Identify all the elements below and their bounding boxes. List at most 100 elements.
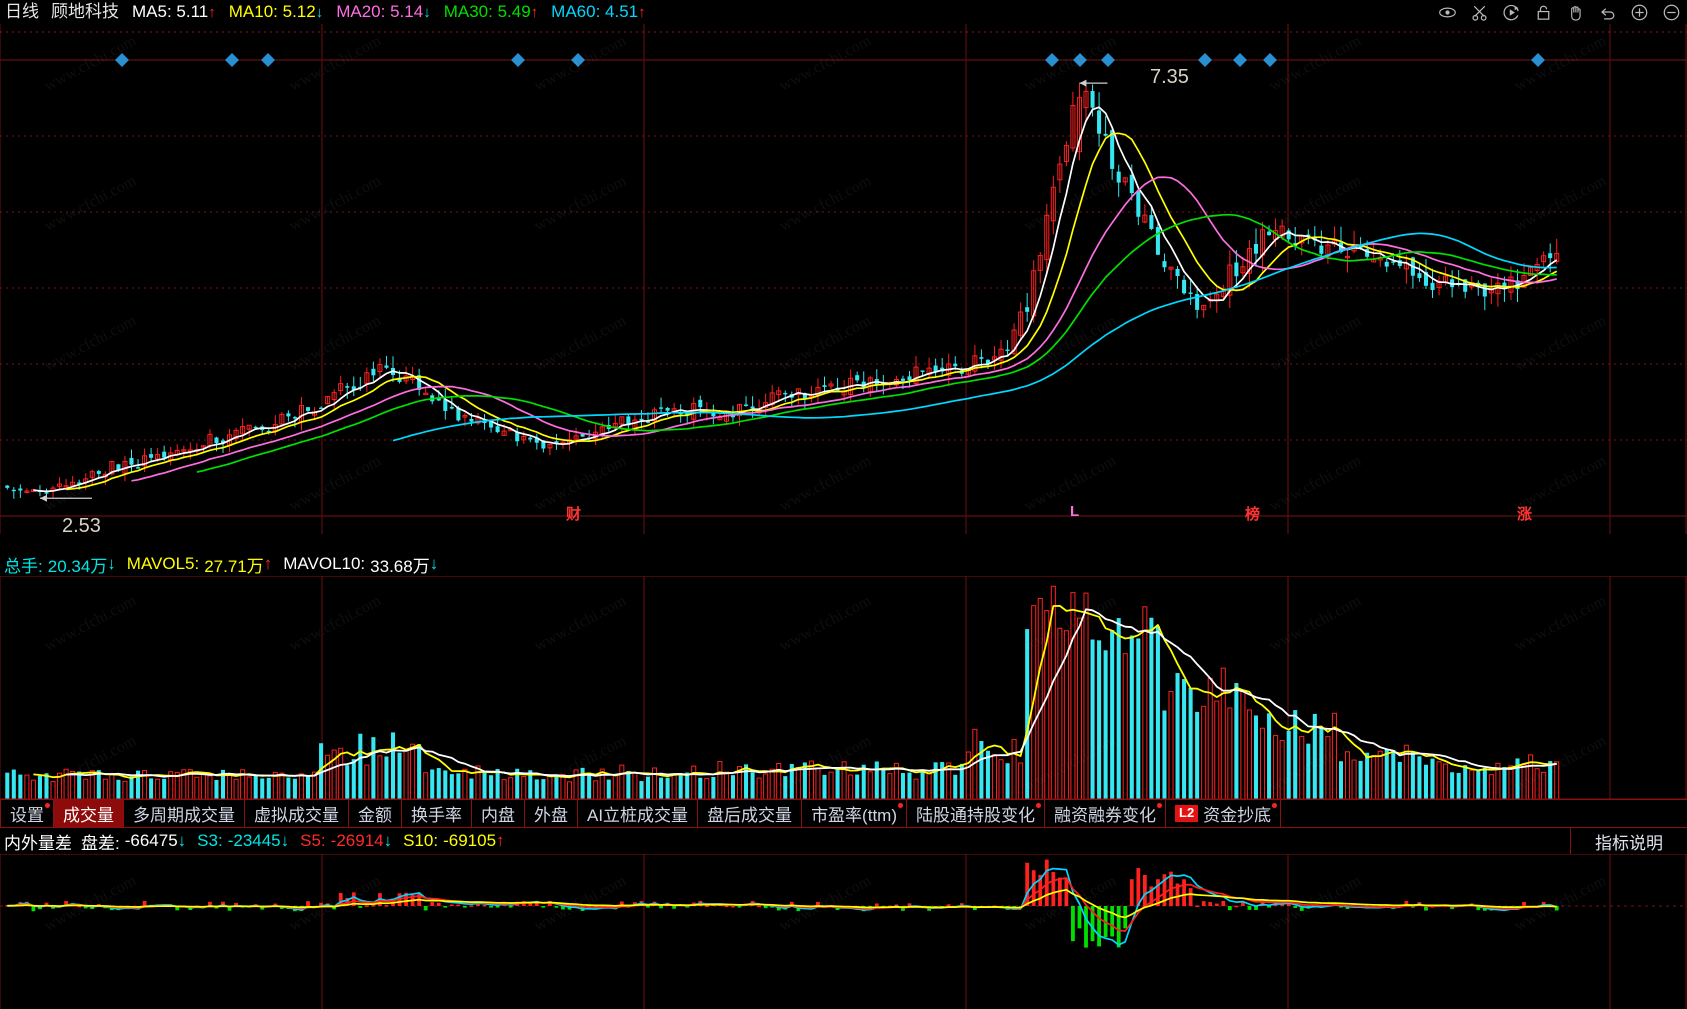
ma60-readout: MA60: 4.51↑	[538, 2, 645, 22]
toolbar-button-label: 成交量	[63, 806, 114, 825]
new-indicator-dot	[45, 803, 50, 808]
s5-arrow: ↓	[383, 831, 393, 850]
toolbar-button-label: 外盘	[534, 806, 568, 825]
mavol10-arrow: ↓	[429, 554, 439, 573]
indicator-chart-canvas[interactable]	[0, 854, 1687, 1009]
ma5-value: 5.11	[176, 2, 209, 21]
toolbar-button-label: AI立桩成交量	[587, 806, 689, 825]
ma5-label: MA5:	[132, 2, 172, 21]
pancha-value: -66475	[124, 831, 178, 850]
s10-label: S10:	[403, 831, 439, 850]
lock-icon[interactable]	[1534, 3, 1553, 22]
new-indicator-dot	[1157, 803, 1162, 808]
toolbar-button-13[interactable]: L2 资金抄底	[1166, 800, 1282, 827]
indicator-name-label: 内外量差	[4, 833, 72, 853]
toolbar-button-label: 资金抄底	[1203, 806, 1272, 825]
toolbar-button-6[interactable]: 内盘	[472, 800, 525, 827]
s10-arrow: ↑	[496, 831, 505, 850]
toolbar-button-9[interactable]: 盘后成交量	[698, 800, 803, 827]
ma10-readout: MA10: 5.12↓	[216, 2, 323, 22]
indicator-toolbar[interactable]: 设置 成交量 多周期成交量 虚拟成交量 金额 换手率 内盘 外盘 AI立桩成交量 盘后成交量 市盈率…	[0, 799, 1687, 828]
toolbar-button-7[interactable]: 外盘	[525, 800, 578, 827]
ma20-arrow: ↓	[423, 4, 431, 21]
toolbar-button-label: 盘后成交量	[707, 806, 793, 825]
ma5-arrow: ↑	[208, 4, 216, 21]
price-chart-panel[interactable]: 7.35 2.53 财 L 榜 涨	[0, 24, 1687, 537]
mavol10-value: 33.68万	[370, 556, 430, 576]
toolbar-button-12[interactable]: 融资融券变化	[1045, 800, 1166, 827]
new-indicator-dot	[1272, 803, 1278, 808]
hand-icon[interactable]	[1566, 3, 1585, 22]
ma10-value: 5.12	[282, 2, 316, 21]
plus-circle-icon[interactable]	[1630, 3, 1649, 22]
high-price-label: 7.35	[1150, 66, 1189, 88]
toolbar-button-label: 换手率	[411, 806, 462, 825]
ma30-value: 5.49	[497, 2, 531, 21]
toolbar-button-label: 金额	[358, 806, 392, 825]
toolbar-button-label: 市盈率(ttm)	[811, 806, 897, 825]
period-label[interactable]: 日线	[5, 2, 39, 21]
undo-icon[interactable]	[1598, 3, 1617, 22]
play-circle-icon[interactable]	[1502, 3, 1521, 22]
header-icon-group	[1438, 0, 1681, 24]
s3-value: -23445	[227, 831, 281, 850]
marker-zhang[interactable]: 涨	[1517, 506, 1533, 523]
pancha-arrow: ↓	[177, 831, 187, 850]
toolbar-button-11[interactable]: 陆股通持股变化	[907, 800, 1045, 827]
eye-icon[interactable]	[1438, 3, 1457, 22]
ma30-readout: MA30: 5.49↑	[431, 2, 538, 22]
price-chart-canvas[interactable]	[0, 24, 1687, 534]
stock-name-label[interactable]: 顾地科技	[51, 2, 119, 21]
new-indicator-dot	[898, 803, 903, 808]
l2-badge: L2	[1175, 805, 1199, 822]
volume-total-value: 20.34万	[47, 556, 108, 576]
indicator-description-button[interactable]: 指标说明	[1570, 828, 1687, 854]
ma60-label: MA60:	[551, 2, 601, 21]
mavol5-arrow: ↑	[263, 554, 273, 573]
volume-total-arrow: ↓	[107, 554, 116, 573]
toolbar-button-0[interactable]: 设置	[0, 800, 54, 827]
ma60-value: 4.51	[605, 2, 639, 21]
ma20-label: MA20:	[336, 2, 386, 21]
s3-arrow: ↓	[280, 831, 290, 850]
indicator-header: 内外量差 盘差: -66475 ↓ S3: -23445 ↓ S5: -26914 ↓…	[0, 828, 505, 854]
ma10-arrow: ↓	[315, 4, 324, 21]
toolbar-button-label: 设置	[10, 806, 44, 825]
toolbar-button-label: 虚拟成交量	[254, 806, 339, 825]
toolbar-button-3[interactable]: 虚拟成交量	[245, 800, 349, 827]
marker-l[interactable]: L	[1070, 503, 1080, 520]
toolbar-button-label: 多周期成交量	[133, 806, 235, 825]
volume-chart-canvas[interactable]	[0, 576, 1687, 823]
scissors-icon[interactable]	[1470, 3, 1489, 22]
volume-header: 总手: 20.34万 ↓ MAVOL5: 27.71万 ↑ MAVOL10: 33.…	[0, 552, 438, 576]
marker-bang[interactable]: 榜	[1245, 506, 1261, 523]
minus-circle-icon[interactable]	[1662, 3, 1681, 22]
s5-label: S5:	[300, 831, 326, 850]
chart-header-bar: 日线 顾地科技 MA5: 5.11↑ MA10: 5.12↓ MA20: 5.1…	[0, 0, 1687, 24]
toolbar-button-1[interactable]: 成交量	[54, 800, 124, 827]
toolbar-button-2[interactable]: 多周期成交量	[124, 800, 245, 827]
toolbar-button-10[interactable]: 市盈率(ttm)	[802, 800, 907, 827]
ma20-readout: MA20: 5.14↓	[323, 2, 430, 22]
toolbar-button-label: 陆股通持股变化	[916, 806, 1035, 825]
toolbar-button-label: 融资融券变化	[1054, 806, 1156, 825]
mavol10-label: MAVOL10:	[283, 554, 366, 573]
marker-cai[interactable]: 财	[566, 506, 582, 523]
ma5-readout: MA5: 5.11↑	[119, 2, 216, 22]
ma30-label: MA30:	[443, 2, 493, 21]
volume-total-label: 总手:	[4, 556, 43, 576]
indicator-chart-panel[interactable]: 内外量差 盘差: -66475 ↓ S3: -23445 ↓ S5: -26914 ↓…	[0, 828, 1687, 1009]
new-indicator-dot	[1036, 803, 1041, 808]
toolbar-empty-space	[1281, 800, 1687, 827]
toolbar-button-4[interactable]: 金额	[349, 800, 402, 827]
mavol5-label: MAVOL5:	[126, 554, 200, 573]
s10-value: -69105	[443, 831, 497, 850]
mavol5-value: 27.71万	[204, 556, 264, 576]
s3-label: S3:	[197, 831, 223, 850]
toolbar-button-label: 内盘	[481, 806, 515, 825]
toolbar-button-5[interactable]: 换手率	[402, 800, 472, 827]
ma10-label: MA10:	[228, 2, 278, 21]
toolbar-button-8[interactable]: AI立桩成交量	[578, 800, 699, 827]
volume-chart-panel[interactable]: 总手: 20.34万 ↓ MAVOL5: 27.71万 ↑ MAVOL10: 33.…	[0, 552, 1687, 800]
low-price-label: 2.53	[62, 515, 101, 537]
